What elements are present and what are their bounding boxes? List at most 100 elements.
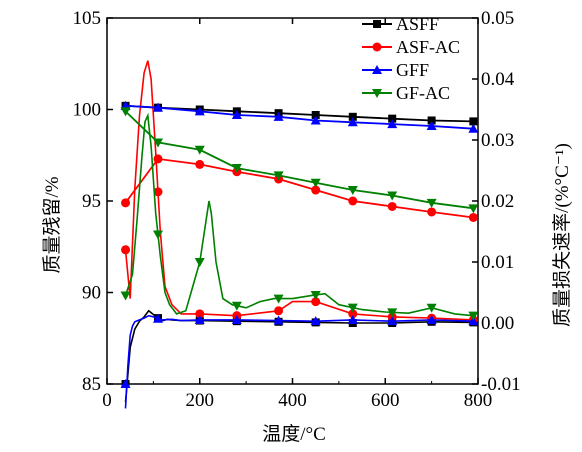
x-tick-label: 600: [371, 390, 400, 411]
residue-point-gf-ac: [387, 191, 398, 201]
legend-marker-asff: [373, 20, 381, 28]
series-gf-ac: [120, 107, 479, 321]
rate-point-gf-ac: [231, 301, 242, 311]
rate-point-asf-ac: [195, 309, 205, 319]
rate-line-gff: [124, 314, 474, 409]
rate-line-asff: [124, 309, 474, 403]
residue-point-gf-ac: [310, 178, 321, 188]
residue-point-asf-ac: [348, 196, 358, 206]
rate-point-gf-ac: [387, 308, 398, 318]
residue-point-asf-ac: [153, 154, 163, 164]
residue-point-gf-ac: [468, 204, 479, 214]
residue-line-gf-ac: [124, 110, 474, 210]
rate-point-asf-ac: [348, 309, 358, 319]
series-gff: [120, 100, 479, 409]
legend-label-asf-ac: ASF-AC: [396, 37, 460, 57]
legend-label-gff: GFF: [396, 60, 429, 80]
residue-point-gff: [153, 102, 164, 112]
rate-point-gff: [153, 313, 164, 323]
rate-point-gff: [310, 316, 321, 326]
legend-marker-asf-ac: [372, 42, 382, 52]
legend-item-asff: ASFF: [362, 14, 439, 34]
rate-point-gf-ac: [153, 230, 164, 240]
y-left-tick-label: 85: [82, 374, 101, 395]
legend-item-asf-ac: ASF-AC: [362, 37, 460, 57]
residue-point-gf-ac: [153, 138, 164, 148]
rate-point-gf-ac: [347, 303, 358, 313]
residue-point-gff: [194, 106, 205, 116]
rate-point-gff: [120, 379, 131, 388]
residue-point-gff: [273, 111, 284, 121]
residue-point-asf-ac: [427, 207, 437, 217]
rate-point-gff: [194, 314, 205, 324]
residue-point-gff: [231, 109, 242, 119]
residue-point-asf-ac: [195, 159, 205, 169]
residue-line-gff: [125, 104, 474, 130]
rate-point-gff: [273, 315, 284, 325]
residue-point-gf-ac: [194, 145, 205, 155]
y-left-tick-label: 95: [82, 191, 101, 212]
y-left-tick-label: 90: [82, 283, 101, 304]
legend-marker-gf-ac: [372, 89, 382, 98]
y-left-tick-label: 105: [73, 8, 102, 29]
residue-point-gff: [387, 119, 398, 129]
rate-point-gf-ac: [194, 258, 205, 267]
legend-marker-gff: [372, 65, 382, 74]
residue-point-gf-ac: [347, 186, 358, 196]
series-asf-ac: [121, 60, 478, 325]
residue-point-asff: [427, 116, 436, 125]
residue-point-gff: [426, 120, 437, 130]
y-right-tick-label: 0.03: [481, 130, 514, 151]
rate-point-asf-ac: [311, 297, 321, 307]
rate-point-asf-ac: [153, 187, 163, 197]
series-layer: [120, 60, 479, 409]
residue-point-gf-ac: [231, 164, 242, 174]
residue-point-gff: [347, 117, 358, 127]
rate-point-gff: [426, 314, 437, 324]
residue-point-asff: [348, 112, 357, 121]
rate-point-gf-ac: [468, 311, 479, 321]
residue-point-asf-ac: [311, 185, 321, 195]
residue-point-asff: [388, 114, 397, 123]
x-tick-label: 400: [278, 390, 307, 411]
residue-point-gff: [468, 123, 479, 133]
rate-point-gff: [231, 314, 242, 324]
rate-point-asf-ac: [274, 306, 284, 316]
rate-line-asf-ac: [124, 60, 474, 321]
residue-point-gf-ac: [120, 107, 131, 117]
legend: ASFF ASF-AC GFF GF-AC: [362, 14, 460, 103]
residue-point-asf-ac: [468, 212, 478, 222]
y-right-tick-label: 0.04: [481, 69, 515, 90]
rate-point-gf-ac: [310, 290, 321, 300]
y-right-tick-label: 0.01: [481, 252, 514, 273]
y-axis-right-title: 质量损失速率/(%°C⁻¹): [551, 143, 573, 327]
series-asff: [121, 101, 478, 403]
y-right-tick-label: -0.01: [481, 374, 521, 395]
rate-point-asf-ac: [121, 245, 131, 255]
residue-point-asff: [311, 110, 320, 119]
residue-point-gf-ac: [426, 198, 437, 208]
rate-point-gf-ac: [426, 303, 437, 313]
legend-label-gf-ac: GF-AC: [396, 83, 450, 103]
x-axis-title: 温度/°C: [262, 423, 326, 445]
x-tick-label: 800: [464, 390, 493, 411]
residue-point-asf-ac: [121, 198, 131, 208]
x-tick-label: 200: [186, 390, 215, 411]
y-axis-left-title: 质量残留/%: [41, 176, 63, 273]
legend-label-asff: ASFF: [396, 14, 439, 34]
residue-point-asff: [469, 117, 478, 126]
legend-item-gff: GFF: [362, 60, 429, 80]
rate-point-gff: [347, 314, 358, 324]
y-left-tick-label: 100: [73, 100, 102, 121]
residue-point-asf-ac: [387, 201, 397, 211]
legend-item-gf-ac: GF-AC: [362, 83, 450, 103]
residue-point-gf-ac: [273, 171, 284, 181]
rate-point-gff: [387, 316, 398, 326]
x-tick-label: 0: [102, 390, 112, 411]
y-right-tick-label: 0.05: [481, 8, 514, 29]
axes-group: 0 200 400 600 800 85 90 95 100 105 -0.01 0.00 0.01 0.…: [73, 8, 521, 411]
residue-line-asf-ac: [124, 157, 474, 219]
residue-point-gff: [310, 115, 321, 125]
rate-point-gf-ac: [120, 291, 131, 301]
